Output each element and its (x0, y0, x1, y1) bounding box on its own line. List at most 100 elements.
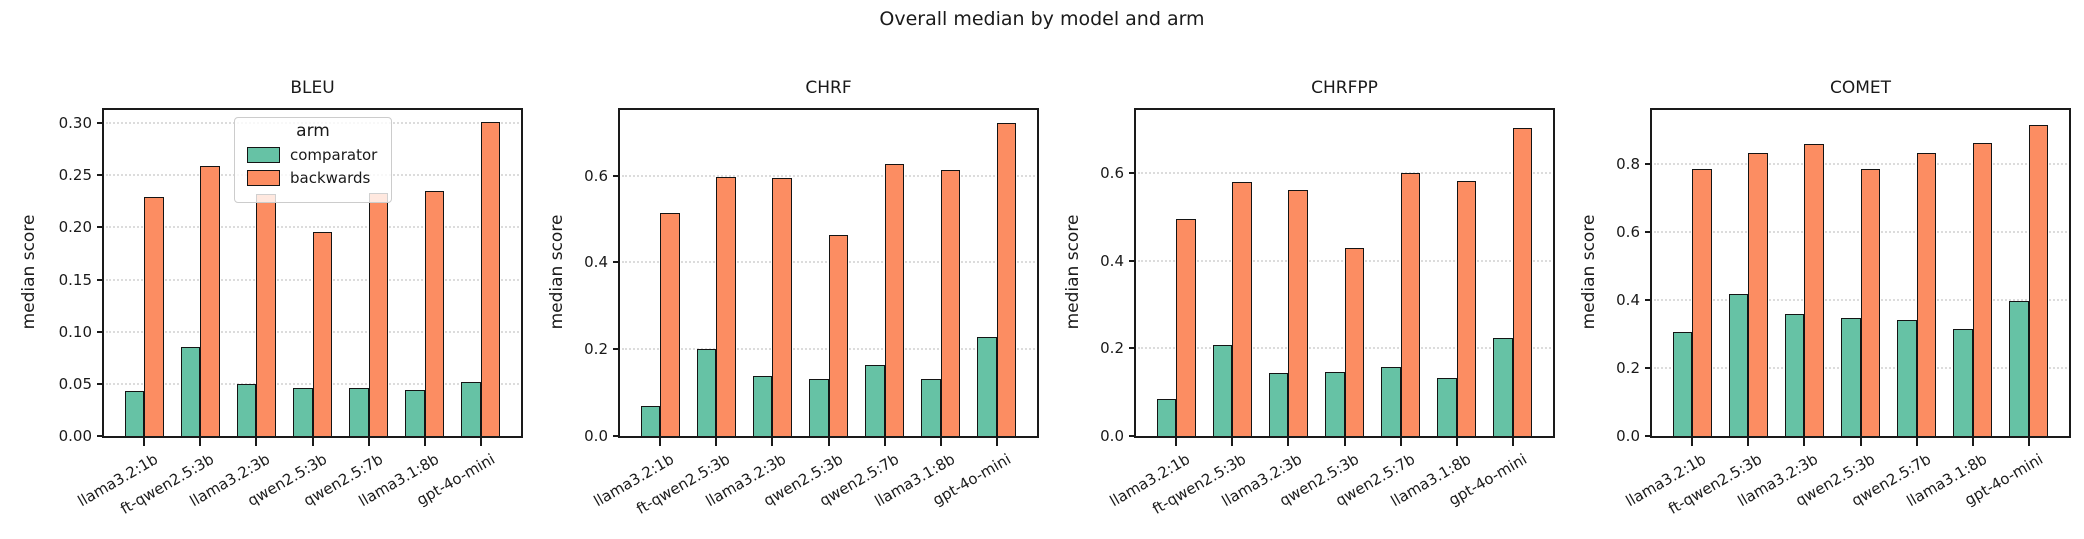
y-tick-mark (1645, 163, 1652, 166)
y-tick-mark (97, 278, 104, 281)
x-tick-mark (1399, 438, 1402, 446)
bar-comparator-qwen2.5:3b (1841, 317, 1861, 436)
y-tick-mark (97, 122, 104, 125)
bar-backwards-llama3.2:3b (1288, 189, 1308, 436)
bar-comparator-gpt-4o-mini (461, 381, 481, 436)
bar-backwards-llama3.2:1b (144, 197, 164, 436)
bar-backwards-qwen2.5:7b (1400, 173, 1421, 436)
x-tick-mark (1175, 438, 1178, 446)
gridline (1654, 163, 2067, 166)
legend-entry-label: backwards (290, 169, 371, 187)
y-tick-mark (613, 174, 620, 177)
y-tick-label: 0.00 (58, 427, 92, 445)
y-tick-mark (613, 348, 620, 351)
bar-backwards-gpt-4o-mini (996, 123, 1017, 436)
comparator-swatch (247, 147, 280, 163)
bar-comparator-qwen2.5:3b (1325, 371, 1345, 436)
x-tick-mark (423, 438, 426, 446)
x-tick-mark (1455, 438, 1458, 446)
bar-backwards-ft-qwen2.5:3b (716, 176, 736, 436)
subplot-title-comet: COMET (1829, 78, 1892, 98)
y-tick-label: 0.20 (58, 218, 92, 237)
bar-backwards-qwen2.5:3b (312, 231, 332, 436)
bar-backwards-llama3.2:3b (256, 193, 276, 436)
x-tick-mark (311, 438, 314, 446)
x-tick-mark (1971, 438, 1974, 446)
bar-backwards-llama3.2:3b (1804, 143, 1824, 436)
bar-backwards-gpt-4o-mini (2028, 124, 2049, 436)
x-tick-mark (199, 438, 202, 446)
bar-comparator-llama3.1:8b (405, 390, 425, 436)
y-tick-mark (97, 330, 104, 333)
y-tick-label: 0.10 (58, 322, 92, 341)
backwards-swatch (247, 170, 280, 186)
legend-entry-comparator: comparator (247, 146, 381, 164)
x-tick-mark (939, 438, 942, 446)
subplot-title-chrfpp: CHRFPP (1311, 78, 1378, 98)
bar-comparator-qwen2.5:3b (809, 378, 829, 436)
bar-comparator-qwen2.5:7b (1897, 319, 1917, 436)
x-tick-mark (771, 438, 774, 446)
x-tick-mark (1859, 438, 1862, 446)
y-tick-label: 0.0 (1100, 427, 1124, 445)
legend: arm comparator backwards (234, 117, 392, 203)
bar-comparator-qwen2.5:7b (349, 388, 369, 436)
y-tick-mark (1129, 172, 1136, 175)
bar-comparator-llama3.2:1b (1156, 398, 1177, 436)
y-tick-label: 0.6 (584, 166, 608, 185)
figure-title: Overall median by model and arm (879, 8, 1205, 30)
y-tick-mark (613, 261, 620, 264)
bar-backwards-llama3.2:1b (1692, 168, 1712, 436)
subplot-title-chrf: CHRF (805, 78, 852, 98)
bar-backwards-qwen2.5:3b (1344, 247, 1364, 436)
bar-comparator-llama3.2:1b (1672, 332, 1693, 436)
bar-comparator-ft-qwen2.5:3b (696, 348, 717, 436)
x-tick-mark (827, 438, 830, 446)
y-tick-mark (613, 435, 620, 437)
bar-comparator-gpt-4o-mini (1493, 338, 1513, 436)
y-tick-label: 0.0 (1616, 427, 1640, 445)
y-axis-label: median score (1579, 214, 1599, 330)
bar-comparator-llama3.2:3b (236, 383, 257, 436)
x-tick-mark (143, 438, 146, 446)
x-tick-mark (255, 438, 258, 446)
x-tick-mark (1511, 438, 1514, 446)
bar-backwards-llama3.2:3b (772, 178, 792, 436)
bar-comparator-gpt-4o-mini (977, 337, 997, 436)
bar-backwards-llama3.2:1b (660, 213, 680, 436)
bar-backwards-qwen2.5:3b (1860, 168, 1880, 436)
y-tick-label: 0.6 (1100, 164, 1124, 183)
x-tick-mark (1803, 438, 1806, 446)
x-tick-mark (995, 438, 998, 446)
bar-backwards-llama3.1:8b (1456, 181, 1477, 436)
bar-comparator-llama3.1:8b (1953, 329, 1973, 436)
legend-title: arm (296, 121, 330, 141)
y-tick-mark (1645, 299, 1652, 302)
y-tick-mark (97, 382, 104, 385)
bar-backwards-llama3.1:8b (1972, 143, 1993, 436)
bar-backwards-qwen2.5:7b (1916, 153, 1937, 436)
bar-backwards-ft-qwen2.5:3b (1232, 182, 1252, 436)
bar-comparator-qwen2.5:7b (1381, 366, 1401, 436)
x-tick-mark (1691, 438, 1694, 446)
y-tick-label: 0.2 (1616, 359, 1640, 378)
x-tick-mark (2027, 438, 2030, 446)
x-tick-mark (883, 438, 886, 446)
y-tick-mark (1645, 435, 1652, 437)
y-tick-label: 0.2 (584, 340, 608, 359)
x-tick-mark (367, 438, 370, 446)
bar-backwards-gpt-4o-mini (1512, 127, 1533, 436)
y-tick-label: 0.6 (1616, 223, 1640, 242)
y-tick-label: 0.4 (584, 253, 608, 272)
x-tick-mark (479, 438, 482, 446)
bar-backwards-ft-qwen2.5:3b (200, 165, 220, 436)
bar-comparator-llama3.2:1b (640, 406, 661, 436)
bar-comparator-qwen2.5:7b (865, 365, 885, 436)
x-tick-mark (1915, 438, 1918, 446)
y-tick-mark (97, 435, 104, 437)
subplot-title-bleu: BLEU (290, 78, 335, 98)
x-tick-mark (1287, 438, 1290, 446)
y-tick-label: 0.2 (1100, 339, 1124, 358)
legend-entry-backwards: backwards (247, 169, 381, 187)
